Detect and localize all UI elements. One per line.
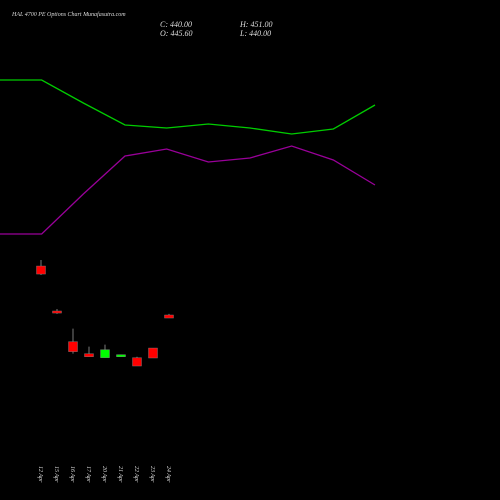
x-tick-label: 21 Apr xyxy=(117,466,123,483)
indicator-line xyxy=(0,79,376,135)
candle-body xyxy=(132,357,142,367)
x-tick-label: 12 Apr xyxy=(37,466,43,483)
candle-body xyxy=(84,353,94,357)
close-label: C: 440.00 xyxy=(160,20,192,29)
candle-body xyxy=(68,341,78,352)
x-tick-label: 17 Apr xyxy=(85,466,91,483)
x-tick-label: 16 Apr xyxy=(69,466,75,483)
chart-title: HAL 4700 PE Options Chart Munafasutra.co… xyxy=(11,11,126,18)
candle-body xyxy=(116,354,126,357)
candle-body xyxy=(52,310,62,314)
candle-body xyxy=(148,347,158,359)
candle-body xyxy=(100,349,110,358)
x-tick-label: 24 Apr xyxy=(165,466,172,483)
candle-body xyxy=(36,265,46,275)
x-tick-label: 22 Apr xyxy=(133,466,139,483)
indicator-line xyxy=(0,145,376,235)
open-label: O: 445.60 xyxy=(160,29,192,38)
x-tick-label: 15 Apr xyxy=(53,466,59,483)
x-tick-label: 23 Apr xyxy=(149,466,155,483)
x-tick-label: 20 Apr xyxy=(101,466,107,483)
candle-body xyxy=(164,314,174,319)
high-label: H: 451.00 xyxy=(239,20,272,29)
low-label: L: 440.00 xyxy=(239,29,271,38)
